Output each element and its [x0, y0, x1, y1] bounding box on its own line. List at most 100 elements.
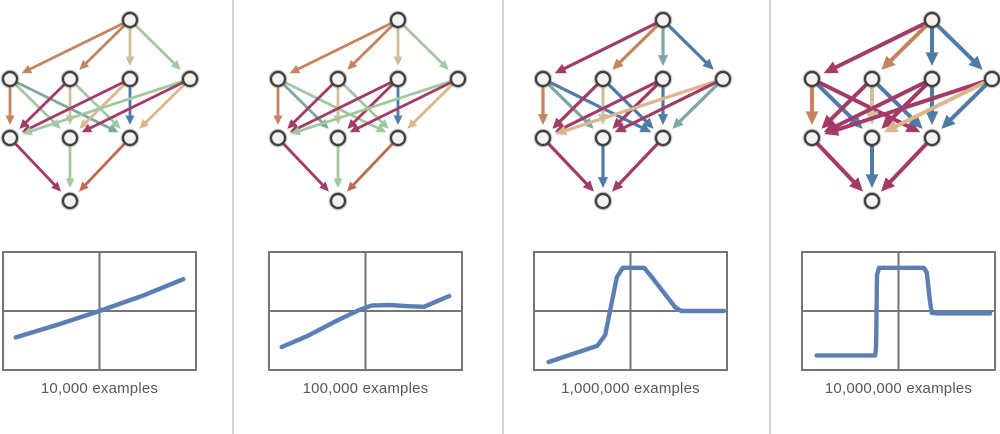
- network-edge: [16, 81, 119, 133]
- plot-frame: [2, 251, 197, 371]
- network-node: [121, 129, 139, 147]
- network-edge: [818, 80, 921, 133]
- network-node-halo: [60, 191, 80, 211]
- panel-caption: 10,000,000 examples: [824, 380, 973, 397]
- network-edge: [876, 83, 923, 129]
- learned-function-curve: [279, 293, 452, 350]
- network-diagram-container: [802, 6, 1000, 216]
- network-node-halo: [448, 69, 468, 89]
- network-node-halo: [533, 128, 553, 148]
- network-diagram-container: [0, 6, 202, 216]
- network-node: [1, 70, 19, 88]
- plot-frame: [801, 251, 996, 371]
- network-node: [329, 70, 347, 88]
- network-edge: [865, 145, 879, 188]
- network-node: [983, 70, 1000, 88]
- network-node: [61, 192, 79, 210]
- learned-function-curve: [546, 265, 727, 365]
- function-plot: [268, 251, 463, 371]
- network-node-halo: [328, 128, 348, 148]
- network-edge: [552, 83, 599, 129]
- network-node-halo: [60, 69, 80, 89]
- network-node-halo: [120, 10, 140, 30]
- network-edge: [125, 27, 135, 66]
- network-edge: [125, 86, 135, 125]
- network-edge: [881, 142, 928, 192]
- function-plot: [801, 251, 996, 371]
- network-diagram: [268, 10, 468, 211]
- plot-frame: [533, 251, 728, 371]
- network-edge: [925, 27, 939, 66]
- network-edge: [936, 24, 983, 70]
- network-node-halo: [328, 191, 348, 211]
- network-node: [61, 70, 79, 88]
- network-edge: [612, 83, 659, 129]
- network-edge: [407, 83, 453, 129]
- network-edge: [881, 83, 928, 129]
- panel-1000000-examples: 1,000,000 examples: [503, 0, 769, 434]
- network-node-halo: [120, 69, 140, 89]
- network-node: [654, 70, 672, 88]
- network-node: [594, 70, 612, 88]
- panel-caption: 10,000 examples: [40, 380, 159, 397]
- network-edge: [821, 83, 868, 129]
- network-edge: [139, 83, 185, 129]
- network-node: [121, 11, 139, 29]
- network-edge: [347, 143, 394, 192]
- network-node-halo: [922, 10, 942, 30]
- network-node: [863, 70, 881, 88]
- network-edge: [290, 80, 451, 136]
- network-node-halo: [0, 128, 20, 148]
- panel-divider: [769, 0, 772, 434]
- network-edge: [667, 24, 714, 70]
- network-node: [863, 192, 881, 210]
- network-diagram-container: [533, 6, 735, 216]
- network-node-halo: [653, 69, 673, 89]
- network-node-halo: [982, 69, 1000, 89]
- network-node: [329, 192, 347, 210]
- network-node: [594, 129, 612, 147]
- network-node: [863, 129, 881, 147]
- network-node-halo: [388, 69, 408, 89]
- network-edge: [925, 86, 939, 125]
- network-node-halo: [922, 69, 942, 89]
- network-edge: [347, 24, 393, 70]
- network-node: [389, 70, 407, 88]
- network-diagram: [802, 10, 1000, 211]
- network-node-halo: [593, 191, 613, 211]
- network-edge: [824, 79, 986, 136]
- network-edge: [555, 80, 717, 136]
- network-node: [389, 129, 407, 147]
- network-node-halo: [268, 69, 288, 89]
- network-edge: [5, 86, 15, 125]
- network-edge: [881, 24, 928, 70]
- network-node-halo: [388, 128, 408, 148]
- network-edge: [657, 27, 669, 66]
- network-edge: [549, 81, 652, 133]
- learned-function-curve: [13, 277, 186, 340]
- network-node: [269, 129, 287, 147]
- panel-100000-examples: 100,000 examples: [233, 0, 502, 434]
- network-node: [654, 129, 672, 147]
- network-edge: [79, 24, 125, 70]
- network-node: [923, 129, 941, 147]
- network-edge: [287, 83, 333, 129]
- network-edge: [393, 27, 403, 66]
- network-node: [714, 70, 732, 88]
- network-node: [923, 11, 941, 29]
- network-node-halo: [60, 128, 80, 148]
- function-plot-container: [801, 251, 996, 371]
- network-edge: [347, 83, 393, 129]
- panel-10000000-examples: 10,000,000 examples: [770, 0, 1000, 434]
- network-node: [923, 70, 941, 88]
- network-edge: [554, 22, 657, 74]
- network-node-halo: [0, 69, 20, 89]
- network-edge: [612, 142, 659, 192]
- learned-function-curve: [814, 265, 993, 358]
- function-plot: [533, 251, 728, 371]
- network-edge: [333, 145, 343, 188]
- network-node: [121, 70, 139, 88]
- network-node-halo: [653, 10, 673, 30]
- panel-10000-examples: 10,000 examples: [0, 0, 232, 434]
